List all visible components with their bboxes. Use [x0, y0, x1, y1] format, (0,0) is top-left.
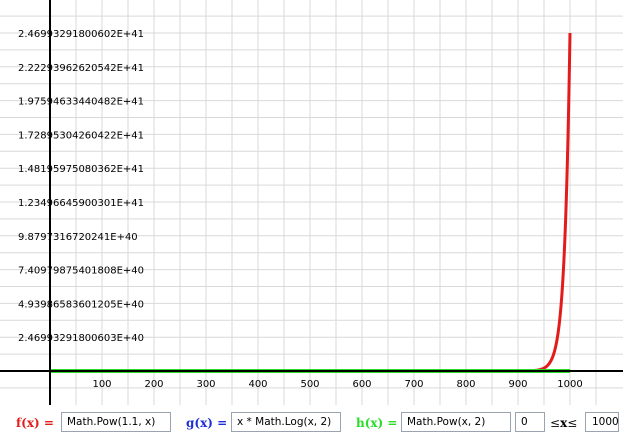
axes [0, 0, 623, 405]
h-label: h(x) = [356, 416, 398, 430]
x-variable: x [560, 416, 568, 430]
y-tick-label: 9.8797316720241E+40 [18, 232, 138, 243]
h-expression-input[interactable]: Math.Pow(x, 2) [401, 412, 511, 432]
x-tick-label: 600 [352, 379, 371, 390]
x-tick-label: 200 [144, 379, 163, 390]
f-expression-input[interactable]: Math.Pow(1.1, x) [61, 412, 171, 432]
horizontal-gridlines [0, 15, 623, 389]
y-tick-label: 2.22293962620542E+41 [18, 63, 144, 74]
y-tick-label: 2.46993291800603E+40 [18, 333, 144, 344]
leq-symbol-2: ≤ [567, 416, 578, 430]
x-tick-label: 1000 [557, 379, 582, 390]
leq-symbol-1: ≤ [550, 416, 561, 430]
x-tick-label: 700 [404, 379, 423, 390]
y-tick-label: 1.23496645900301E+41 [18, 198, 144, 209]
x-tick-label: 400 [248, 379, 267, 390]
g-label: g(x) = [186, 416, 228, 430]
x-range-label: ≤x≤ [550, 415, 577, 431]
y-tick-label: 4.93986583601205E+40 [18, 299, 144, 310]
function-controls: f(x) = Math.Pow(1.1, x) g(x) = x * Math.… [0, 405, 623, 441]
x-tick-label: 800 [456, 379, 475, 390]
y-tick-labels: 2.46993291800603E+40 4.93986583601205E+40… [18, 29, 144, 344]
x-tick-label: 500 [300, 379, 319, 390]
y-tick-label: 1.48195975080362E+41 [18, 164, 144, 175]
x-tick-label: 100 [92, 379, 111, 390]
y-tick-label: 7.40979875401808E+40 [18, 266, 144, 277]
x-min-input[interactable]: 0 [515, 412, 545, 432]
f-label: f(x) = [16, 416, 54, 430]
y-tick-label: 1.97594633440482E+41 [18, 97, 144, 108]
g-expression-input[interactable]: x * Math.Log(x, 2) [231, 412, 341, 432]
x-max-input[interactable]: 1000 [585, 412, 619, 432]
plot-area: 100 200 300 400 500 600 700 800 900 1000 2.469932… [0, 0, 623, 405]
x-tick-label: 900 [508, 379, 527, 390]
x-tick-labels: 100 200 300 400 500 600 700 800 900 1000 [92, 379, 582, 390]
x-tick-label: 300 [196, 379, 215, 390]
y-tick-label: 2.46993291800602E+41 [18, 29, 144, 40]
y-tick-label: 1.72895304260422E+41 [18, 130, 144, 141]
